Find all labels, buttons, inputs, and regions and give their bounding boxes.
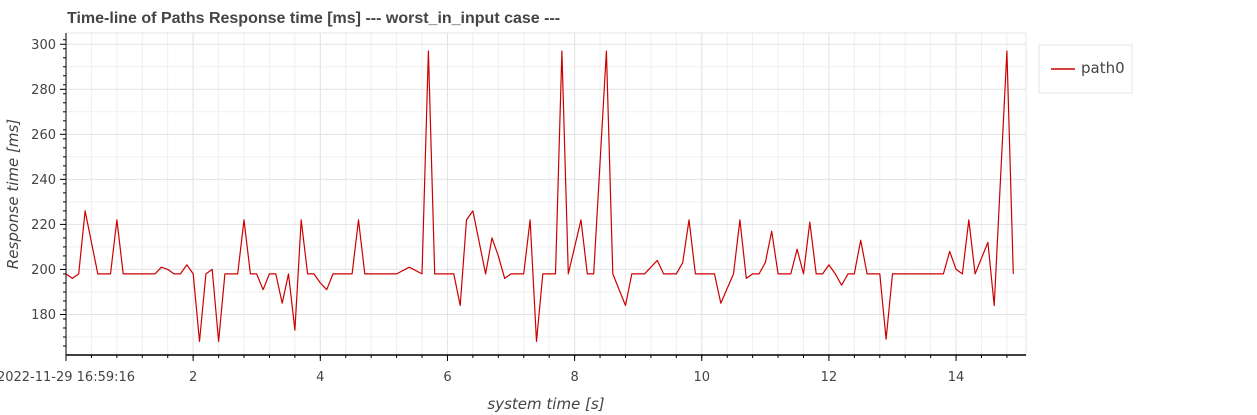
y-tick-label: 260 xyxy=(31,128,56,143)
y-tick-label: 240 xyxy=(31,173,56,188)
axes: 180 200 220 240 260 280 300 2 4 6 8 10 12 14 2022-11-2… xyxy=(0,33,1026,385)
x-tick-label-first: 2022-11-29 16:59:16 xyxy=(0,370,135,385)
chart-title: Time-line of Paths Response time [ms] --… xyxy=(67,10,560,27)
legend-label-path0: path0 xyxy=(1081,59,1125,77)
y-axis-label: Response time [ms] xyxy=(4,119,22,269)
x-tick-label: 8 xyxy=(570,370,578,385)
x-axis-label: system time [s] xyxy=(487,395,604,413)
grid xyxy=(66,33,1026,355)
series xyxy=(65,50,1014,343)
y-tick-label: 180 xyxy=(31,308,56,323)
x-tick-label: 4 xyxy=(316,370,324,385)
x-tick-label: 10 xyxy=(693,370,710,385)
x-tick-label: 14 xyxy=(948,370,965,385)
y-tick-label: 300 xyxy=(31,38,56,53)
series-line-path0 xyxy=(65,50,1014,343)
plot-frame xyxy=(65,32,1027,356)
legend[interactable]: path0 xyxy=(1038,44,1133,94)
y-tick-label: 200 xyxy=(31,263,56,278)
x-tick-label: 12 xyxy=(821,370,838,385)
x-tick-label: 2 xyxy=(189,370,197,385)
plot-area xyxy=(65,32,1027,356)
x-tick-label: 6 xyxy=(443,370,451,385)
y-tick-label: 280 xyxy=(31,83,56,98)
y-tick-label: 220 xyxy=(31,218,56,233)
